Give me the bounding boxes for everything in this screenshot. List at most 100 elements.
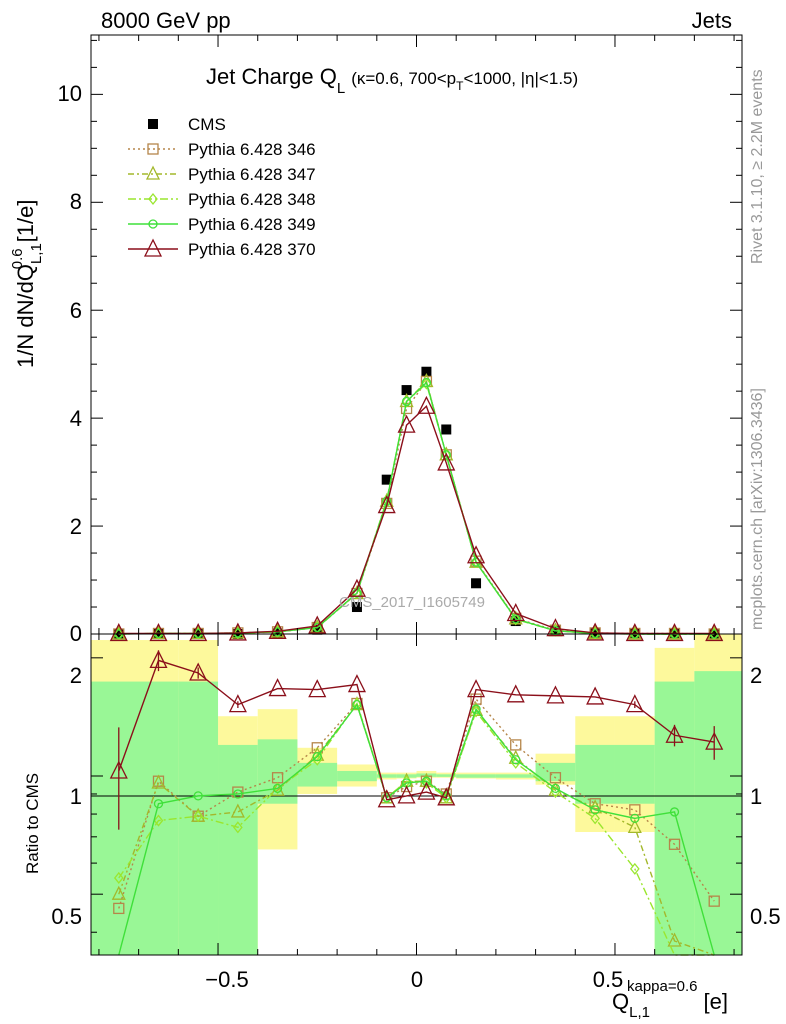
y-tick-label: 2 xyxy=(70,663,82,688)
marker-p370 xyxy=(417,781,436,800)
marker-p348 xyxy=(153,814,164,827)
marker-p370 xyxy=(586,686,605,705)
legend-entry-p370: Pythia 6.428 370 xyxy=(128,238,316,259)
marker-p349 xyxy=(630,813,640,824)
axis-ticks xyxy=(91,35,742,955)
marker-p348 xyxy=(153,627,164,640)
y-tick-label: 2 xyxy=(70,514,82,539)
marker-p349 xyxy=(312,752,322,762)
legend-marker-p348 xyxy=(148,192,158,206)
marker-p370 xyxy=(109,623,128,642)
analysis-watermark: CMS_2017_I1605749 xyxy=(339,594,485,611)
legend-marker-p346 xyxy=(147,143,159,155)
marker-p349 xyxy=(550,626,561,636)
legend-label: CMS xyxy=(188,115,226,134)
data-point-cms xyxy=(421,366,432,377)
marker-p348 xyxy=(233,821,243,834)
legend-label: Pythia 6.428 348 xyxy=(188,190,316,209)
data-point-cms xyxy=(312,624,323,635)
band-green-bin xyxy=(654,681,695,955)
marker-p349 xyxy=(511,614,521,624)
y-tick-label: 0 xyxy=(70,621,82,646)
marker-p346 xyxy=(232,786,244,798)
process-label: Jets xyxy=(692,8,732,33)
ratio-panel-series xyxy=(109,649,724,956)
marker-p348 xyxy=(113,627,124,641)
marker-p348 xyxy=(471,705,481,718)
marker-p370 xyxy=(189,623,208,642)
y-tick-labels-bottom: 0.5 1 2 0.5 1 2 xyxy=(51,663,780,929)
marker-p370 xyxy=(417,395,436,414)
series-line-p349 xyxy=(118,703,715,956)
band-green-bin xyxy=(694,671,742,955)
marker-p370 xyxy=(625,623,644,642)
marker-p348 xyxy=(441,791,452,804)
legend-label: Pythia 6.428 370 xyxy=(188,240,316,259)
marker-p348 xyxy=(709,627,720,641)
marker-p370 xyxy=(377,495,396,514)
title-cond-a: (κ=0.6, 700<p xyxy=(351,69,456,88)
band-green-bin xyxy=(535,762,576,782)
ylabel-unit: [1/e] xyxy=(13,200,38,243)
legend-label: Pythia 6.428 349 xyxy=(188,215,316,234)
y-tick-label-right: 0.5 xyxy=(750,904,781,929)
marker-p370 xyxy=(437,452,456,471)
band-green-bin xyxy=(218,744,258,955)
xlabel-main: Q xyxy=(612,989,629,1014)
marker-p370 xyxy=(466,679,486,698)
marker-p370 xyxy=(397,414,416,433)
marker-p347 xyxy=(667,932,682,947)
data-point-cms xyxy=(401,385,412,396)
marker-p348 xyxy=(510,613,521,626)
marker-p347 xyxy=(111,885,126,900)
data-point-cms xyxy=(351,602,362,613)
x-tick-labels: −0.5 0 0.5 xyxy=(205,967,623,992)
band-green-bin xyxy=(178,681,219,955)
legend-marker-p349 xyxy=(148,219,158,229)
series-line-p346 xyxy=(118,697,715,909)
marker-p370 xyxy=(377,789,396,808)
marker-p370 xyxy=(149,623,168,642)
marker-p370 xyxy=(308,679,327,698)
marker-p370 xyxy=(347,674,367,693)
x-axis-label: QL,1 kappa=0.6 [e] xyxy=(612,978,728,1021)
y-tick-label-right: 1 xyxy=(750,784,762,809)
ylabel-sub: L,1 xyxy=(28,243,45,264)
ylabel-main: 1/N dN/dQ xyxy=(13,264,38,368)
band-green-bin xyxy=(337,770,377,782)
band-green-bin xyxy=(297,762,338,787)
legend-entry-data: CMS xyxy=(148,115,226,134)
y-tick-label: 0.5 xyxy=(51,904,82,929)
marker-p348 xyxy=(441,448,452,461)
band-green-bin xyxy=(614,744,655,804)
marker-p346 xyxy=(708,895,720,907)
legend-marker-cms xyxy=(148,119,158,129)
x-tick-label: 0 xyxy=(411,967,423,992)
title-main-sub: L xyxy=(337,80,345,97)
marker-p349 xyxy=(312,622,322,633)
marker-p370 xyxy=(586,622,605,641)
marker-p346 xyxy=(589,798,601,810)
marker-p346 xyxy=(113,902,125,915)
band-green-bin xyxy=(436,774,457,777)
marker-p349 xyxy=(550,783,561,794)
series-line-p370 xyxy=(118,659,715,801)
marker-p370 xyxy=(625,694,644,713)
y-tick-label-right: 2 xyxy=(750,663,762,688)
marker-p348 xyxy=(669,627,680,641)
rivet-version: Rivet 3.1.10, ≥ 2.2M events xyxy=(749,69,766,264)
title-cond-b: <1000, |η|<1.5) xyxy=(463,69,578,88)
marker-p347 xyxy=(230,803,245,818)
marker-p370 xyxy=(228,694,247,713)
series-p349 xyxy=(118,699,715,956)
marker-p346 xyxy=(668,838,681,850)
marker-p349 xyxy=(193,791,203,801)
marker-p348 xyxy=(193,627,204,640)
y-axis-label-top: 1/N dN/dQL,10.6 [1/e] xyxy=(9,200,45,368)
series-p370 xyxy=(109,649,724,808)
legend-entry-p349: Pythia 6.428 349 xyxy=(128,215,316,234)
marker-p370 xyxy=(228,622,247,641)
marker-p348 xyxy=(421,377,432,390)
marker-p370 xyxy=(506,684,525,703)
data-point-cms xyxy=(272,628,283,639)
